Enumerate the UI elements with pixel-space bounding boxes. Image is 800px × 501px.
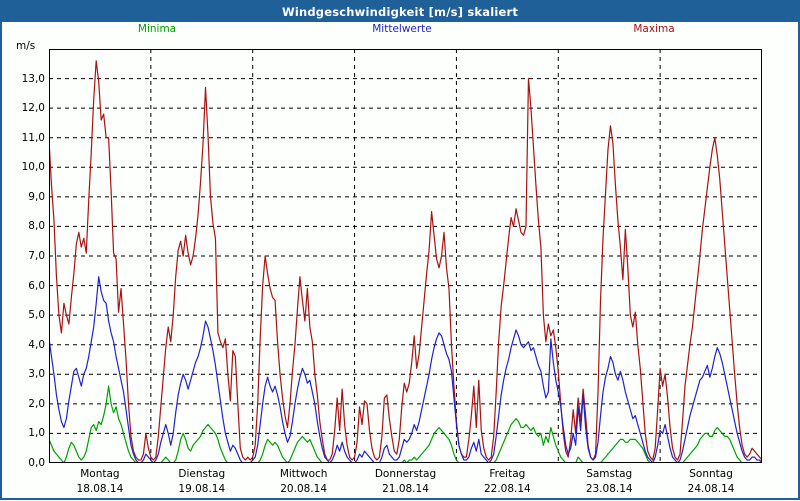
y-axis-tick-1: 1,0: [28, 427, 45, 440]
x-axis-tick-0: Montag 18.08.14: [77, 467, 124, 497]
series-line-maxima: [49, 60, 762, 461]
y-axis-tick-8: 8,0: [28, 220, 45, 233]
x-axis-date: 24.08.14: [687, 483, 735, 495]
x-axis-date: 18.08.14: [76, 483, 124, 495]
x-axis-date: 23.08.14: [585, 483, 633, 495]
plot-frame: [49, 49, 762, 463]
x-axis-day-name: Freitag: [489, 468, 526, 480]
x-axis-tick-labels: Montag 18.08.14 Dienstag 19.08.14 Mittwoch 20…: [2, 467, 800, 501]
x-axis-tick-3: Donnerstag 21.08.14: [375, 467, 436, 497]
x-axis-day-name: Montag: [80, 468, 120, 480]
y-axis-tick-5: 5,0: [28, 309, 45, 322]
x-axis-date: 21.08.14: [382, 483, 429, 495]
y-axis-tick-2: 2,0: [28, 397, 45, 410]
x-axis-tick-1: Dienstag 19.08.14: [178, 467, 225, 497]
y-axis-unit-label: m/s: [16, 40, 36, 52]
window-titlebar: Windgeschwindigkeit [m/s] skaliert: [2, 2, 798, 22]
x-axis-date: 22.08.14: [483, 483, 531, 495]
series-line-mittelwerte: [49, 276, 762, 463]
legend-item-minima: Minima: [137, 23, 177, 35]
series-line-minima: [49, 385, 762, 463]
legend-item-maxima: Maxima: [633, 23, 675, 35]
chart-svg: [49, 49, 762, 463]
y-axis-tick-0: 0,0: [28, 457, 45, 469]
y-axis-tick-6: 6,0: [28, 279, 45, 292]
x-axis-tick-4: Freitag 22.08.14: [484, 467, 531, 497]
y-axis-tick-7: 7,0: [28, 250, 45, 262]
legend-item-mittelwerte: Mittelwerte: [372, 23, 432, 35]
chart-legend: Minima Mittelwerte Maxima: [2, 23, 798, 40]
x-axis-day-name: Sonntag: [689, 468, 733, 480]
y-axis-tick-4: 4,0: [28, 338, 45, 351]
y-axis-tick-9: 9,0: [28, 190, 45, 203]
x-axis-date: 19.08.14: [178, 483, 226, 495]
y-axis-tick-labels: 0,0 1,0 2,0 3,0 4,0 5,0 6,0 7,0 8,0 9,0 10,0 11,0 12…: [2, 49, 45, 469]
x-axis-day-name: Dienstag: [178, 468, 226, 480]
x-axis-tick-2: Mittwoch 20.08.14: [280, 467, 328, 497]
x-axis-date: 20.08.14: [280, 483, 328, 495]
x-axis-day-name: Samstag: [586, 468, 633, 480]
y-axis-tick-3: 3,0: [28, 368, 45, 381]
plot-area: [49, 49, 762, 463]
y-axis-tick-13: 13,0: [21, 72, 45, 85]
y-axis-tick-12: 12,0: [21, 102, 45, 115]
x-axis-tick-5: Samstag 23.08.14: [586, 467, 633, 497]
x-axis-day-name: Donnerstag: [374, 468, 437, 480]
chart-title: Windgeschwindigkeit [m/s] skaliert: [281, 5, 519, 19]
x-axis-day-name: Mittwoch: [279, 468, 328, 480]
y-axis-tick-10: 10,0: [21, 161, 45, 174]
x-axis-tick-6: Sonntag 24.08.14: [688, 467, 735, 497]
y-axis-tick-11: 11,0: [21, 131, 45, 144]
